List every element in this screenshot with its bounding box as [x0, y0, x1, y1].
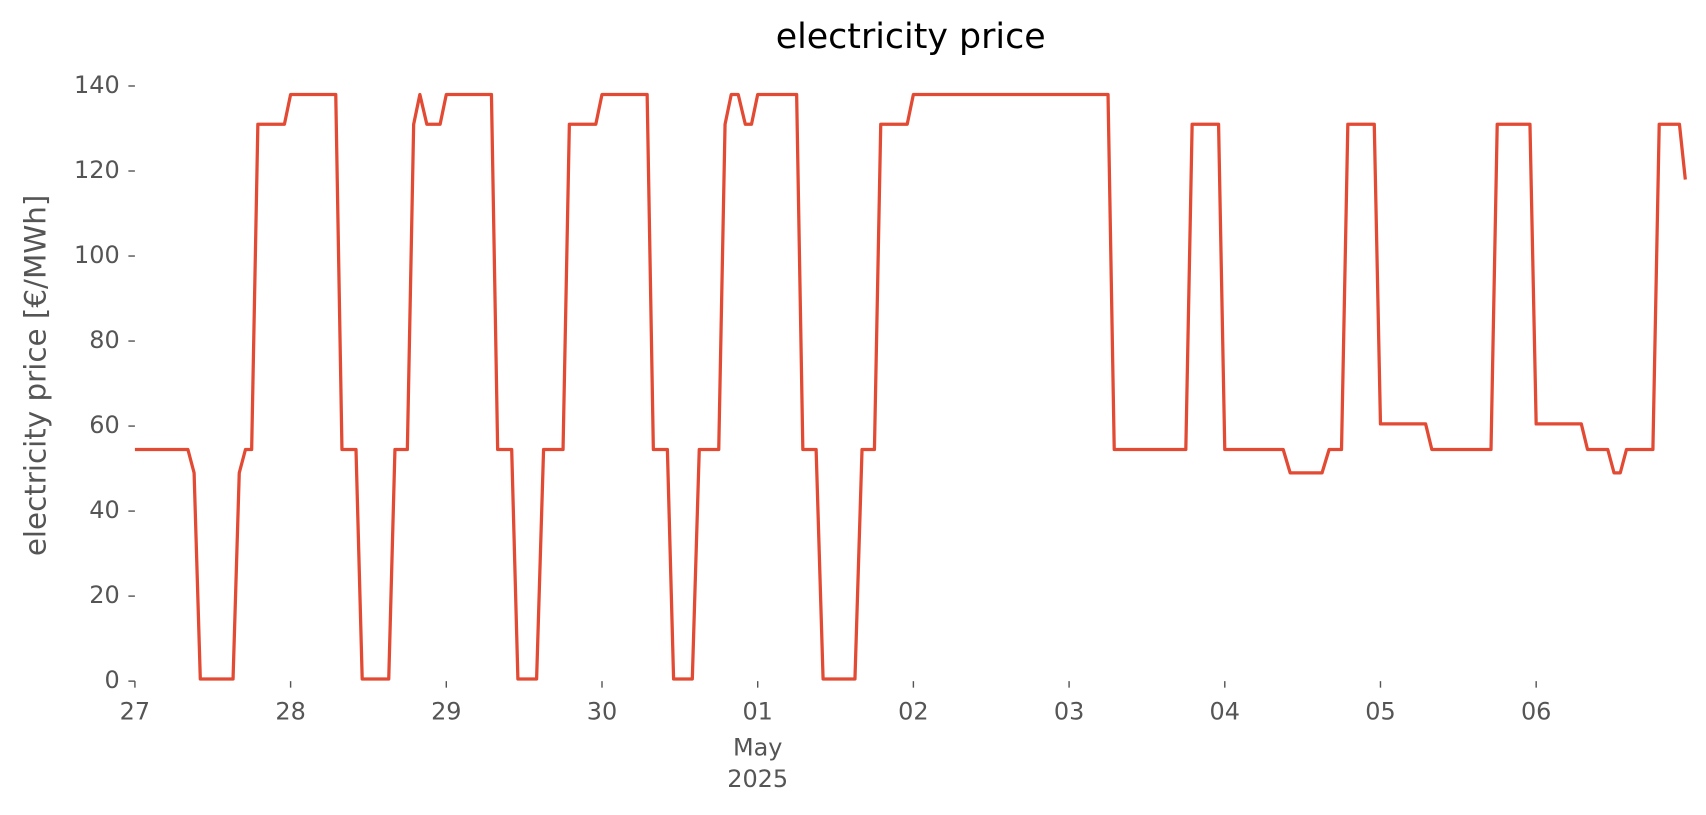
y-tick-label: 60 — [89, 411, 119, 439]
chart-title: electricity price — [776, 17, 1046, 57]
price-line — [134, 92, 1687, 681]
x-tick-label: 27 — [120, 698, 150, 726]
x-tick-label: 28 — [275, 698, 305, 726]
x-tick-label: 29 — [431, 698, 461, 726]
y-axis-label: electricity price [€/MWh] — [18, 195, 52, 557]
x-tick-label: 05 — [1365, 698, 1395, 726]
x-tick-sublabel: May — [733, 734, 782, 762]
x-tick-label: 03 — [1054, 698, 1084, 726]
y-tick-label: 40 — [89, 496, 119, 524]
x-tick-label: 04 — [1210, 698, 1240, 726]
y-tick-label: 0 — [104, 666, 119, 694]
x-tick-label: 02 — [898, 698, 928, 726]
y-tick-label: 120 — [74, 156, 120, 184]
x-tick-label: 01 — [742, 698, 772, 726]
x-tick-sublabel: 2025 — [727, 765, 788, 793]
y-tick-label: 140 — [74, 71, 120, 99]
x-tick-label: 30 — [587, 698, 617, 726]
x-tick-label: 06 — [1521, 698, 1551, 726]
y-tick-label: 80 — [89, 326, 119, 354]
y-tick-label: 20 — [89, 581, 119, 609]
y-tick-label: 100 — [74, 241, 120, 269]
